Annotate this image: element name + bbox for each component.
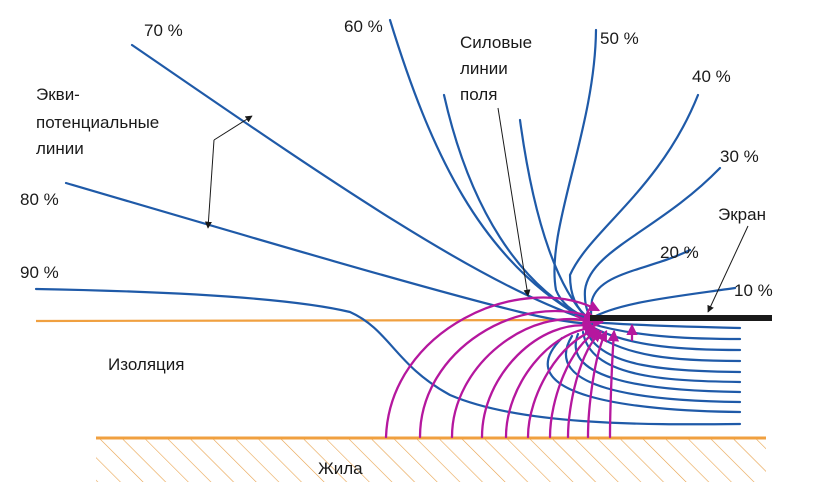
- equipotential-pointer-2: [204, 139, 215, 229]
- field-line-2: [418, 309, 597, 439]
- equipotential-line-sub60: [442, 93, 587, 320]
- field-lines-label-line1: Силовые: [460, 33, 532, 52]
- inner-eq-9: [546, 336, 742, 414]
- field-line-5: [504, 322, 597, 439]
- labels: Экви- потенциальные линии Силовые линии …: [20, 17, 773, 478]
- equipotential-lines: [34, 18, 742, 426]
- equipotential-line-50: [553, 28, 598, 320]
- equipotential-label-line3: линии: [36, 139, 84, 158]
- percent-label-40: 40 %: [692, 67, 731, 86]
- field-line-1: [384, 296, 601, 439]
- percent-label-60: 60 %: [344, 17, 383, 36]
- field-line-4: [480, 318, 595, 439]
- field-line-10: [607, 329, 620, 439]
- pointers: [204, 107, 749, 313]
- inner-eq-6: [581, 330, 742, 384]
- equipotential-line-40: [568, 93, 700, 320]
- field-lines-label-line3: поля: [460, 85, 497, 104]
- equipotential-label-line1: Экви-: [36, 85, 80, 104]
- equipotential-line-70: [130, 43, 584, 320]
- screen-pointer: [707, 225, 749, 313]
- inner-equipotential-lines: [546, 320, 742, 414]
- equipotential-line-30: [583, 166, 722, 320]
- insulation-label: Изоляция: [108, 355, 184, 374]
- equipotential-label-line2: потенциальные: [36, 113, 159, 132]
- field-lines: [384, 296, 638, 439]
- percent-label-90: 90 %: [20, 263, 59, 282]
- percent-label-20: 20 %: [660, 243, 699, 262]
- equipotential-line-80: [64, 181, 592, 326]
- field-line-6: [526, 326, 599, 439]
- equipotential-line-90: [34, 287, 742, 426]
- insulation-boundary-line: [35, 318, 591, 323]
- inner-eq-1: [590, 320, 742, 330]
- field-line-9: [586, 329, 608, 439]
- inner-eq-8: [564, 334, 742, 404]
- equipotential-line-10: [590, 286, 737, 320]
- core-hatch: [96, 438, 766, 482]
- equipotential-pointer: [213, 115, 253, 141]
- field-line-7: [548, 329, 601, 439]
- percent-label-10: 10 %: [734, 281, 773, 300]
- percent-label-80: 80 %: [20, 190, 59, 209]
- field-lines-pointer: [497, 107, 531, 297]
- screen-label: Экран: [718, 205, 766, 224]
- field-line-8: [566, 330, 603, 439]
- field-line-3: [450, 314, 595, 439]
- inner-eq-2: [590, 322, 742, 341]
- core-label: Жила: [318, 459, 363, 478]
- field-line-12: [574, 314, 605, 328]
- percent-label-50: 50 %: [600, 29, 639, 48]
- equipotential-line-60: [388, 18, 585, 320]
- field-lines-label-line2: линии: [460, 59, 508, 78]
- percent-label-70: 70 %: [144, 21, 183, 40]
- percent-label-30: 30 %: [720, 147, 759, 166]
